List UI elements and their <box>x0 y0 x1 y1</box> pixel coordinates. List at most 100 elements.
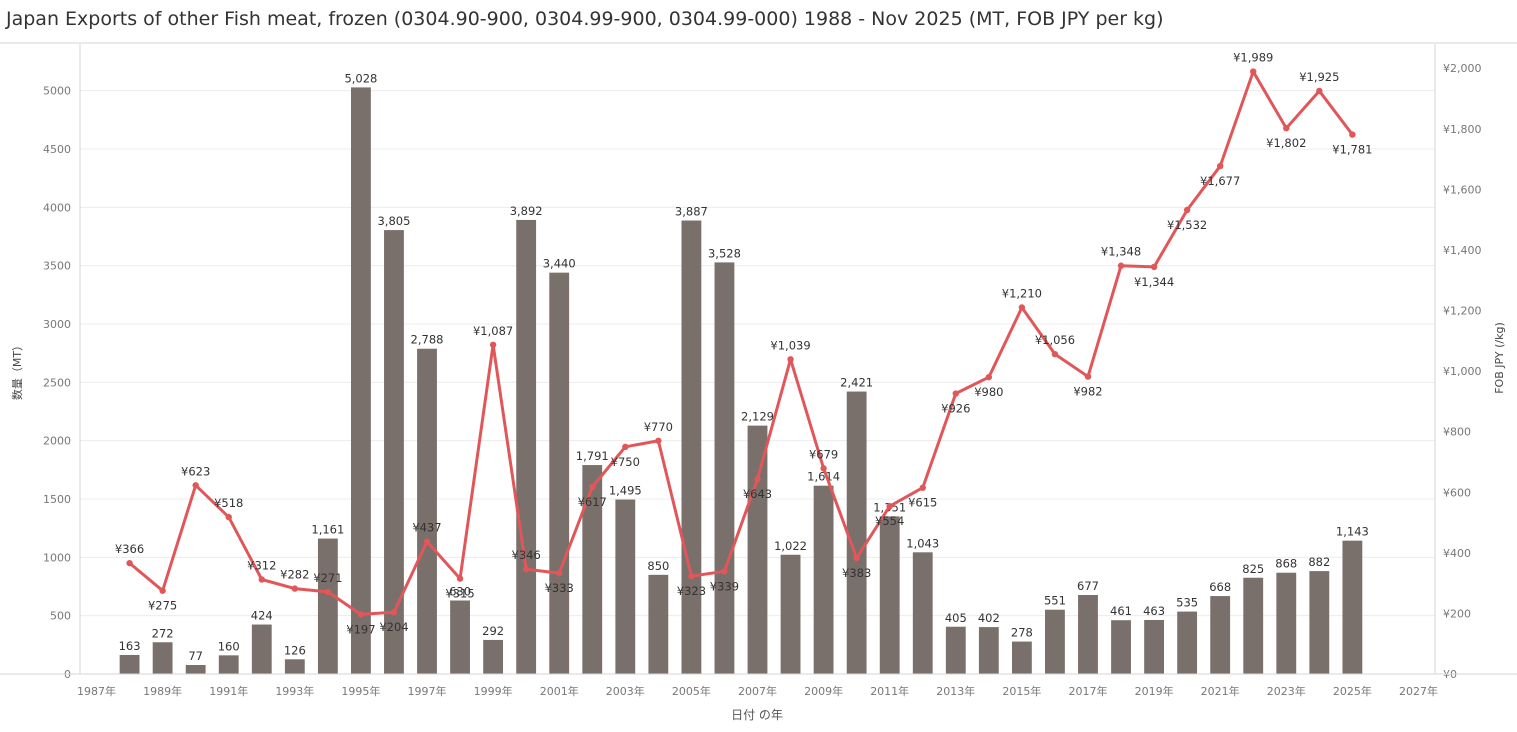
bar <box>119 654 140 674</box>
price-label: ¥204 <box>379 620 408 634</box>
bar-label: 3,892 <box>510 204 543 218</box>
price-label: ¥926 <box>941 402 970 416</box>
price-point <box>820 465 827 472</box>
price-label: ¥323 <box>677 584 706 598</box>
bar-label: 405 <box>945 611 967 625</box>
x-tick-label: 2001年 <box>540 684 579 698</box>
price-label: ¥617 <box>578 495 607 509</box>
y-right-tick-label: ¥1,000 <box>1443 365 1482 378</box>
price-label: ¥315 <box>445 587 474 601</box>
chart-title: Japan Exports of other Fish meat, frozen… <box>6 8 1164 30</box>
bar-label: 272 <box>152 626 174 640</box>
x-tick-label: 1995年 <box>341 684 380 698</box>
bar <box>813 485 834 674</box>
price-label: ¥518 <box>214 496 243 510</box>
bar-label: 3,805 <box>377 214 410 228</box>
price-point <box>291 585 299 592</box>
price-label: ¥770 <box>644 420 673 434</box>
y-left-tick-label: 3500 <box>43 260 71 273</box>
x-tick-label: 2019年 <box>1135 684 1174 698</box>
bar-label: 1,022 <box>774 539 807 553</box>
bar <box>1045 609 1065 674</box>
price-label: ¥643 <box>743 487 772 501</box>
y-right-tick-label: ¥1,800 <box>1443 123 1482 136</box>
x-tick-label: 2005年 <box>672 684 711 698</box>
x-tick-label: 2023年 <box>1267 684 1306 698</box>
bar <box>516 219 537 674</box>
bar-label: 461 <box>1110 604 1132 618</box>
price-label: ¥275 <box>148 599 177 613</box>
x-tick-label: 2025年 <box>1333 684 1372 698</box>
bar-label: 402 <box>978 611 1000 625</box>
bar <box>648 574 669 674</box>
bar <box>1276 572 1297 674</box>
price-point <box>919 484 926 491</box>
x-tick-label: 2009年 <box>804 684 843 698</box>
price-label: ¥1,344 <box>1134 275 1174 289</box>
bar <box>1210 596 1231 674</box>
price-label: ¥554 <box>875 514 904 528</box>
price-point <box>688 572 695 580</box>
bar <box>582 465 603 674</box>
y-axis-left-title: 数量（MT） <box>11 340 24 400</box>
bar-label: 630 <box>449 585 471 599</box>
price-point <box>1250 68 1257 75</box>
x-tick-label: 2013年 <box>936 684 975 698</box>
bar-label: 1,495 <box>609 484 642 498</box>
y-right-tick-label: ¥800 <box>1443 426 1471 439</box>
price-point <box>853 554 860 562</box>
price-label: ¥437 <box>412 521 441 535</box>
price-point <box>787 356 794 363</box>
price-label: ¥1,087 <box>473 324 513 338</box>
bar-label: 668 <box>1209 580 1231 594</box>
price-point <box>489 341 497 348</box>
bar-label: 825 <box>1242 562 1264 576</box>
price-point <box>192 482 199 489</box>
bar <box>1111 620 1131 674</box>
price-point <box>456 575 464 582</box>
price-point <box>126 559 133 567</box>
price-label: ¥333 <box>545 581 574 595</box>
bar <box>251 624 272 674</box>
bar-series <box>119 87 1363 675</box>
y-right-tick-label: ¥200 <box>1443 607 1471 620</box>
price-label: ¥679 <box>809 447 838 461</box>
price-point <box>357 611 365 618</box>
bar-label: 677 <box>1077 579 1099 593</box>
price-label: ¥271 <box>313 571 342 585</box>
bar <box>1144 619 1164 674</box>
bar-label: 463 <box>1143 604 1165 618</box>
bar <box>846 391 867 674</box>
bar-label: 535 <box>1176 596 1198 610</box>
price-label: ¥366 <box>115 542 144 556</box>
y-left-tick-label: 2000 <box>43 435 71 448</box>
y-right-tick-label: ¥1,200 <box>1443 305 1482 318</box>
bar-label: 2,129 <box>741 410 774 424</box>
price-label: ¥1,677 <box>1200 174 1240 188</box>
y-left-tick-label: 500 <box>50 610 71 623</box>
x-tick-label: 1987年 <box>77 684 116 698</box>
bar-label: 1,043 <box>906 536 939 550</box>
y-right-tick-label: ¥600 <box>1443 486 1471 499</box>
y-left-tick-label: 1500 <box>43 493 71 506</box>
price-point <box>1316 87 1323 95</box>
bar <box>317 538 338 674</box>
price-point <box>985 373 993 381</box>
bar <box>912 552 933 674</box>
price-line <box>128 70 1354 616</box>
bar <box>549 272 570 674</box>
line-series <box>126 68 1356 618</box>
price-label: ¥980 <box>974 385 1003 399</box>
bar <box>284 659 305 674</box>
price-label: ¥1,781 <box>1332 143 1372 157</box>
price-point <box>1216 162 1224 170</box>
bar-label: 1,143 <box>1336 525 1369 539</box>
x-tick-label: 1993年 <box>275 684 314 698</box>
bar-labels: 163 272 77 160 424 126 1,161 5,028 3,805 2,788 630… <box>119 71 1369 663</box>
price-label: ¥1,989 <box>1233 51 1273 65</box>
price-label: ¥339 <box>710 579 739 593</box>
x-tick-label: 2003年 <box>606 684 645 698</box>
y-right-tick-label: ¥2,000 <box>1443 62 1482 75</box>
price-label: ¥1,348 <box>1101 245 1141 259</box>
x-tick-label: 2011年 <box>870 684 909 698</box>
